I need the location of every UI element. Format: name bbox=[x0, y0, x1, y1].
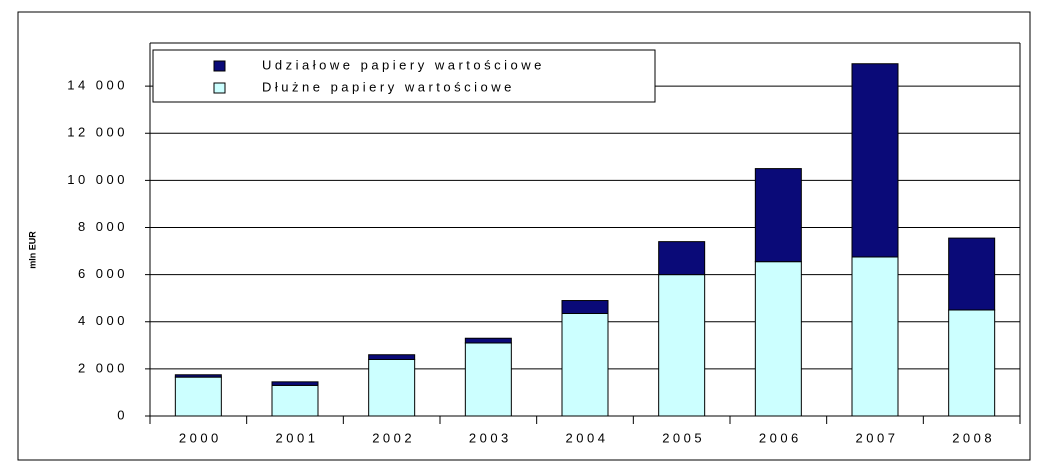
y-tick-label: 4 000 bbox=[78, 313, 128, 328]
bar-segment bbox=[464, 342, 512, 417]
bar-segment bbox=[754, 168, 802, 263]
x-tick-label: 2001 bbox=[276, 430, 319, 445]
bar-segment bbox=[368, 358, 416, 417]
x-tick-label: 2002 bbox=[372, 430, 415, 445]
x-tick-label: 2006 bbox=[759, 430, 802, 445]
bar-segment bbox=[561, 300, 609, 315]
y-tick-label: 8 000 bbox=[78, 219, 128, 234]
bar-segment bbox=[271, 384, 319, 417]
bar-segment bbox=[271, 381, 319, 386]
bar-segment bbox=[658, 241, 706, 276]
legend-swatch bbox=[213, 82, 226, 94]
bar-segment bbox=[561, 313, 609, 417]
x-tick-label: 2008 bbox=[952, 430, 995, 445]
bar-segment bbox=[174, 374, 222, 378]
bar-segment bbox=[368, 354, 416, 360]
bar-segment bbox=[464, 337, 512, 344]
legend-label: Udziałowe papiery wartościowe bbox=[262, 57, 545, 72]
bar-segment bbox=[174, 376, 222, 417]
x-tick-label: 2005 bbox=[662, 430, 705, 445]
legend-label: Dłużne papiery wartościowe bbox=[262, 79, 515, 94]
x-tick-label: 2004 bbox=[566, 430, 609, 445]
bar-segment bbox=[754, 261, 802, 417]
bar-segment bbox=[851, 63, 899, 258]
y-tick-label: 12 000 bbox=[67, 125, 128, 140]
y-tick-label: 2 000 bbox=[78, 360, 128, 375]
bar-segment bbox=[948, 309, 996, 417]
x-tick-label: 2003 bbox=[469, 430, 512, 445]
bar-segment bbox=[948, 237, 996, 311]
bar-segment bbox=[851, 256, 899, 417]
y-tick-label: 0 bbox=[117, 407, 128, 422]
bar-segment bbox=[658, 274, 706, 417]
legend-box bbox=[152, 49, 656, 103]
x-tick-label: 2000 bbox=[179, 430, 222, 445]
y-tick-label: 14 000 bbox=[67, 78, 128, 93]
legend-swatch bbox=[213, 60, 226, 72]
y-tick-label: 6 000 bbox=[78, 266, 128, 281]
y-tick-label: 10 000 bbox=[67, 172, 128, 187]
y-axis-label: mln EUR bbox=[27, 231, 37, 269]
x-tick-label: 2007 bbox=[856, 430, 899, 445]
